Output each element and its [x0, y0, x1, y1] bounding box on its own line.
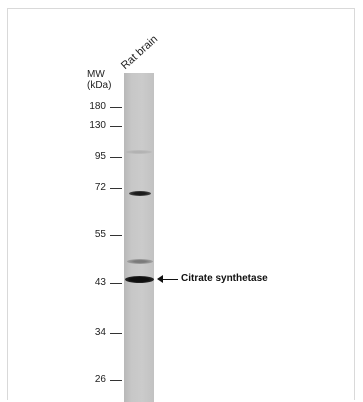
marker-43: 43: [80, 277, 122, 289]
marker-34: 34: [80, 327, 122, 339]
marker-label: 95: [94, 151, 106, 162]
marker-72: 72: [80, 182, 122, 194]
marker-130: 130: [80, 120, 122, 132]
marker-95: 95: [80, 151, 122, 163]
marker-180: 180: [80, 101, 122, 113]
marker-26: 26: [80, 374, 122, 386]
marker-label: 34: [94, 327, 106, 338]
marker-55: 55: [80, 229, 122, 241]
mw-title-line1: MW: [87, 69, 105, 80]
mw-title-line2: (kDa): [87, 80, 112, 91]
marker-tick: [110, 107, 122, 108]
marker-tick: [110, 333, 122, 334]
marker-label: 72: [94, 182, 106, 193]
marker-tick: [110, 126, 122, 127]
marker-label: 43: [94, 277, 106, 288]
marker-tick: [110, 188, 122, 189]
target-label: Citrate synthetase: [181, 273, 268, 284]
marker-label: 180: [89, 101, 106, 112]
faint-band: [126, 150, 152, 154]
marker-tick: [110, 157, 122, 158]
arrow-shaft: [160, 279, 178, 280]
band-48kda: [127, 259, 153, 264]
band-72kda: [129, 191, 151, 196]
band-citrate-synthetase: [125, 276, 154, 283]
marker-tick: [110, 235, 122, 236]
marker-label: 130: [89, 120, 106, 131]
marker-tick: [110, 380, 122, 381]
marker-tick: [110, 283, 122, 284]
marker-label: 26: [94, 374, 106, 385]
blot-lane: [124, 73, 154, 402]
figure-frame: [7, 8, 355, 400]
marker-label: 55: [94, 229, 106, 240]
mw-title: MW (kDa): [87, 69, 111, 91]
